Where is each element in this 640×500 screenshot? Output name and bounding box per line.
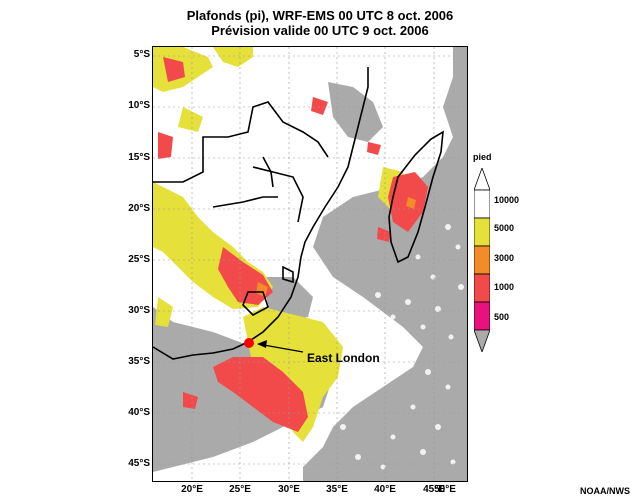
lat-label-40s: 40°S [128,407,150,418]
lon-label-40e: 40°E [374,484,396,495]
lon-label-45e: 45°E [423,484,445,495]
lat-label-15s: 15°S [128,152,150,163]
lat-label-35s: 35°S [128,356,150,367]
legend-swatch-5000 [474,245,490,275]
lat-label-10s: 10°S [128,100,150,111]
map-svg [153,47,467,481]
lat-label-30s: 30°S [128,305,150,316]
legend-swatch-1000 [474,301,490,331]
legend-top-triangle [474,168,490,191]
legend-colorbar [474,168,490,352]
graticule [153,47,467,481]
legend-label-1000: 1000 [494,282,515,292]
map-panel [152,46,468,482]
lon-label-30e: 30°E [278,484,300,495]
legend-swatch-3000 [474,273,490,303]
lat-label-45s: 45°S [128,458,150,469]
ceiling-3000-field [158,57,428,432]
east-london-label: East London [307,351,380,365]
credit-text: NOAA/NWS [580,486,630,496]
legend-swatch-10000 [474,217,490,247]
lon-label-50e: 50°E [434,484,456,495]
coastlines-borders [153,67,444,360]
legend-label-3000: 3000 [494,253,515,263]
lon-label-25e: 25°E [229,484,251,495]
lon-label-20e: 20°E [181,484,203,495]
legend-label-500: 500 [494,312,510,322]
lon-label-35e: 35°E [326,484,348,495]
lat-label-5s: 5°S [133,49,150,60]
legend-label-10000: 10000 [494,195,520,205]
legend-swatch-above [474,189,490,219]
east-london-marker [244,338,304,353]
map-title-line1: Plafonds (pi), WRF-EMS 00 UTC 8 oct. 200… [186,8,454,23]
legend-title: pied [473,152,492,162]
lat-label-20s: 20°S [128,203,150,214]
legend-label-5000: 5000 [494,223,515,233]
ceiling-5000-field [256,197,416,297]
map-title-line2: Prévision valide 00 UTC 9 oct. 2006 [211,23,429,38]
cellular-texture [340,224,464,470]
legend-bottom-triangle [474,329,490,352]
lat-label-25s: 25°S [128,254,150,265]
